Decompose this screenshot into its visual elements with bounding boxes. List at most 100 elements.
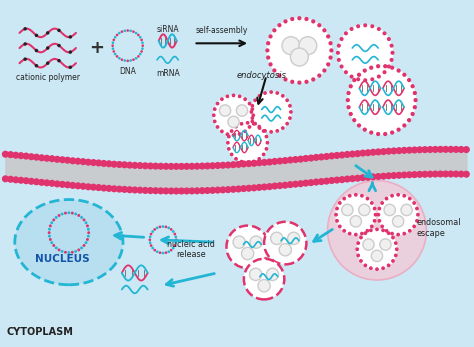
Circle shape	[112, 45, 113, 46]
Circle shape	[251, 105, 254, 107]
Circle shape	[47, 62, 49, 64]
Circle shape	[34, 179, 39, 185]
Circle shape	[378, 28, 380, 30]
Circle shape	[51, 242, 53, 243]
Text: DNA: DNA	[119, 67, 136, 76]
Circle shape	[360, 175, 365, 180]
Circle shape	[149, 236, 151, 237]
Text: mRNA: mRNA	[156, 69, 180, 78]
Circle shape	[340, 65, 343, 68]
Circle shape	[270, 131, 273, 133]
Circle shape	[422, 171, 428, 177]
Circle shape	[241, 161, 246, 167]
Circle shape	[142, 42, 143, 43]
Circle shape	[62, 213, 63, 215]
Circle shape	[171, 229, 172, 230]
Circle shape	[258, 95, 261, 97]
Circle shape	[349, 85, 352, 88]
Circle shape	[58, 215, 60, 216]
Circle shape	[381, 202, 383, 204]
Circle shape	[412, 172, 418, 177]
Circle shape	[370, 131, 373, 134]
Circle shape	[443, 171, 448, 177]
Circle shape	[28, 178, 34, 184]
Circle shape	[267, 184, 273, 189]
Circle shape	[432, 171, 438, 177]
Circle shape	[308, 155, 314, 161]
Circle shape	[154, 249, 155, 251]
Circle shape	[88, 232, 90, 234]
Circle shape	[357, 229, 397, 269]
Circle shape	[324, 178, 329, 184]
Circle shape	[266, 142, 269, 144]
Circle shape	[241, 186, 246, 192]
Circle shape	[448, 146, 454, 152]
Circle shape	[370, 229, 372, 231]
Circle shape	[371, 78, 374, 81]
Circle shape	[49, 235, 50, 237]
Circle shape	[142, 45, 143, 46]
Circle shape	[364, 232, 366, 234]
Circle shape	[251, 108, 254, 110]
Circle shape	[111, 186, 117, 192]
Circle shape	[349, 112, 352, 116]
Circle shape	[49, 180, 55, 186]
Circle shape	[438, 146, 443, 152]
Circle shape	[122, 187, 128, 192]
Circle shape	[51, 222, 53, 223]
Circle shape	[271, 232, 283, 245]
Circle shape	[58, 60, 60, 62]
Circle shape	[227, 226, 269, 268]
Circle shape	[282, 95, 284, 97]
Circle shape	[411, 85, 414, 88]
Circle shape	[312, 78, 315, 81]
Circle shape	[413, 202, 415, 204]
Circle shape	[397, 128, 400, 131]
Circle shape	[226, 133, 228, 135]
Circle shape	[228, 135, 230, 138]
Circle shape	[347, 106, 350, 109]
Circle shape	[348, 66, 416, 134]
Circle shape	[216, 102, 219, 105]
Circle shape	[65, 157, 70, 163]
Circle shape	[220, 187, 226, 193]
Circle shape	[232, 134, 235, 136]
Circle shape	[266, 268, 279, 280]
Circle shape	[329, 178, 335, 183]
Circle shape	[18, 153, 24, 159]
Circle shape	[47, 32, 49, 34]
Circle shape	[407, 172, 412, 178]
Circle shape	[377, 133, 380, 135]
Circle shape	[381, 149, 386, 154]
Circle shape	[448, 171, 454, 177]
Circle shape	[179, 188, 184, 194]
Circle shape	[81, 217, 82, 218]
Circle shape	[286, 99, 288, 101]
Circle shape	[350, 215, 362, 227]
Text: endosomal
escape: endosomal escape	[417, 218, 462, 238]
Circle shape	[175, 236, 176, 237]
Circle shape	[298, 81, 301, 84]
Circle shape	[24, 28, 26, 30]
Circle shape	[278, 24, 281, 27]
Circle shape	[334, 177, 340, 183]
Circle shape	[254, 122, 256, 125]
Circle shape	[360, 150, 365, 156]
Circle shape	[115, 53, 116, 55]
Circle shape	[127, 162, 133, 168]
Circle shape	[2, 151, 8, 157]
Circle shape	[403, 195, 405, 197]
Circle shape	[401, 172, 407, 178]
Circle shape	[327, 63, 329, 66]
Circle shape	[246, 161, 252, 167]
Circle shape	[416, 208, 418, 210]
Circle shape	[205, 163, 210, 169]
Circle shape	[328, 180, 427, 280]
Circle shape	[267, 56, 270, 59]
Circle shape	[391, 173, 397, 178]
Circle shape	[91, 160, 96, 166]
Circle shape	[55, 181, 60, 187]
Circle shape	[213, 114, 215, 117]
Circle shape	[230, 130, 233, 132]
Circle shape	[235, 126, 237, 128]
